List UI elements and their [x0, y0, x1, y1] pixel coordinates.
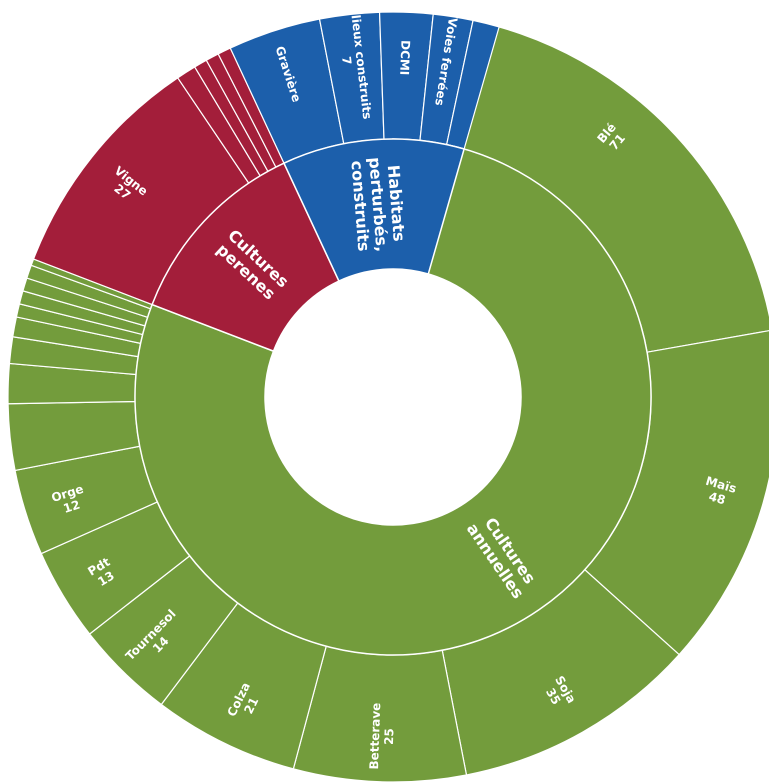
center-hole [265, 269, 521, 525]
label-mais: Maïs48 [700, 474, 738, 510]
outer-ring [7, 11, 769, 782]
label-dcmi: DCMI [397, 40, 412, 76]
label-betterave: Betterave25 [367, 702, 397, 770]
inner-label-habitats-perturbes-construits: Habitatsperturbés,construits [347, 155, 409, 254]
